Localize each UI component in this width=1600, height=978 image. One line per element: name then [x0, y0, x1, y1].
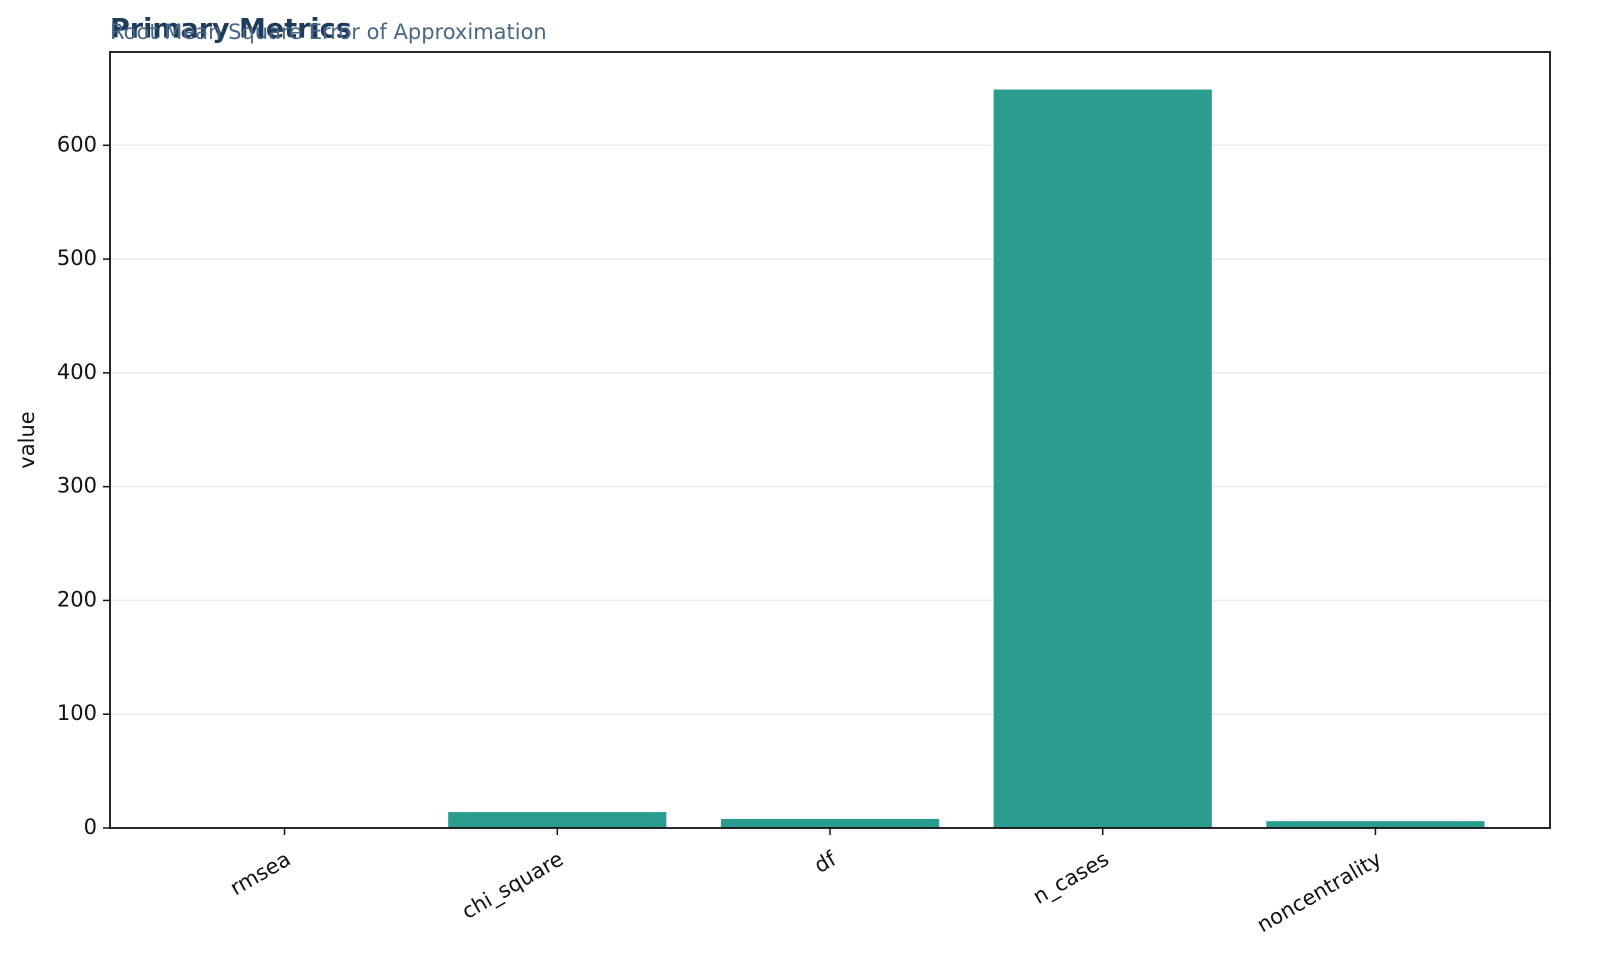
bar	[1266, 821, 1485, 828]
y-tick-label: 0	[84, 815, 97, 839]
y-tick-label: 200	[57, 587, 97, 611]
x-tick-label: noncentrality	[1253, 847, 1386, 937]
y-tick-label: 100	[57, 701, 97, 725]
x-tick-label: n_cases	[1029, 847, 1113, 910]
bars	[175, 89, 1485, 828]
x-tick-label: chi_square	[458, 847, 568, 925]
y-tick-label: 400	[57, 360, 97, 384]
bar	[720, 818, 940, 828]
y-axis-label: value	[15, 411, 39, 468]
bar	[993, 89, 1212, 828]
plot-frame	[109, 51, 1551, 829]
chart-title: Primary Metrics	[110, 14, 352, 45]
x-tick-label: df	[810, 846, 840, 877]
y-tick-label: 300	[57, 474, 97, 498]
grid	[110, 144, 1550, 829]
bar	[448, 812, 667, 828]
x-tick-label: rmsea	[226, 847, 295, 901]
chart-subtitle: Root Mean Square Error of Approximation	[110, 20, 547, 44]
y-tick-label: 600	[57, 132, 97, 156]
y-tick-label: 500	[57, 246, 97, 270]
